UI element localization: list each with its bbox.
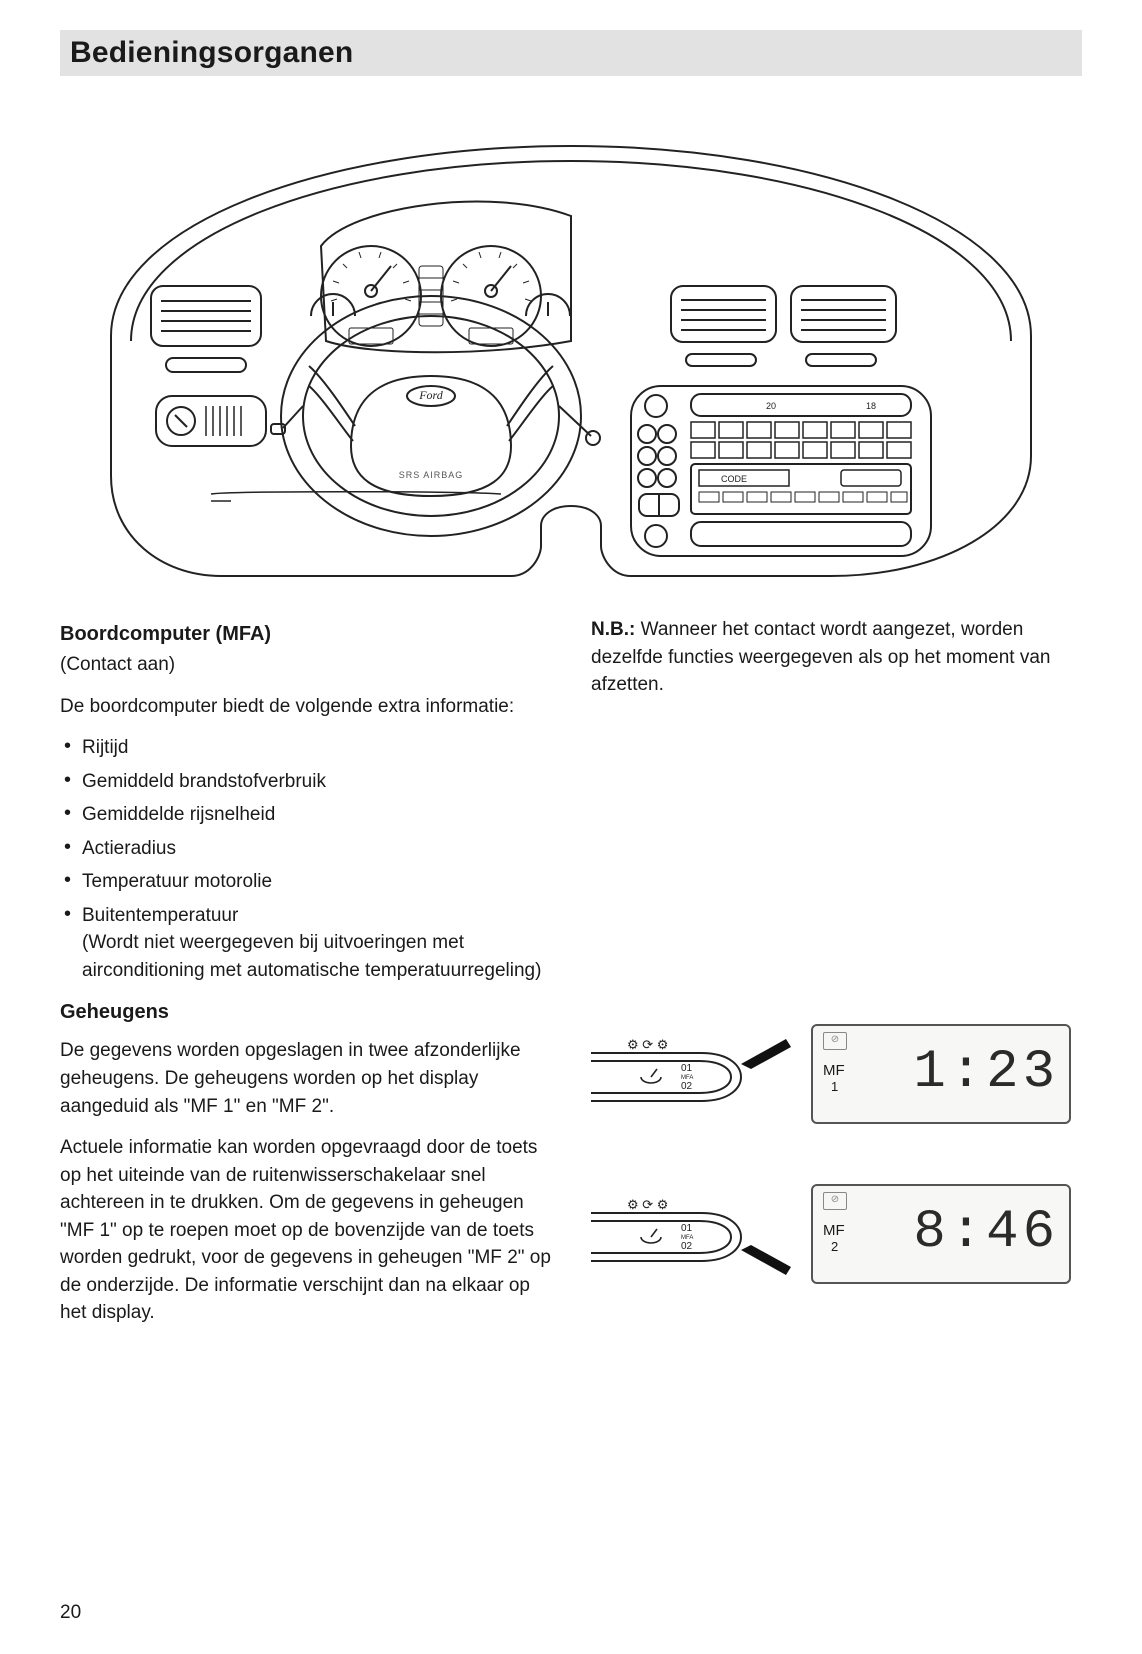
right-column: N.B.: Wanneer het contact wordt aangezet… <box>591 606 1082 1341</box>
lcd-mf-label: MF <box>823 1223 863 1240</box>
figure-mf1: ⚙︎ ⟳ ⚙︎ 01 MFA 02 ⊘ MF 1 <box>591 1019 1082 1129</box>
feature-list: Rijtijd Gemiddeld brandstofverbruik Gemi… <box>60 734 551 984</box>
lcd-clock-icon: ⊘ <box>823 1032 847 1050</box>
lcd-display-mf1: ⊘ MF 1 1:23 <box>811 1024 1071 1124</box>
list-item: Gemiddeld brandstofverbruik <box>60 768 551 796</box>
dashboard-svg: Ford SRS AIRBAG 20 18 CODE <box>71 106 1071 586</box>
left-column: Boordcomputer (MFA) (Contact aan) De boo… <box>60 606 551 1341</box>
svg-text:01: 01 <box>681 1063 693 1074</box>
figure-mf2: ⚙︎ ⟳ ⚙︎ 01 MFA 02 ⊘ MF 2 8:46 <box>591 1179 1082 1289</box>
list-item: Buitentemperatuur (Wordt niet weergegeve… <box>60 902 551 985</box>
radio-code-label: CODE <box>721 474 747 484</box>
list-item: Actieradius <box>60 835 551 863</box>
title-bar: Bedieningsorganen <box>60 30 1082 76</box>
climate-temp-left: 20 <box>766 401 776 411</box>
intro-paragraph: De boordcomputer biedt de volgende extra… <box>60 693 551 721</box>
page-title: Bedieningsorganen <box>70 36 1072 70</box>
airbag-label: SRS AIRBAG <box>399 470 464 480</box>
stalk-icon: ⚙︎ ⟳ ⚙︎ 01 MFA 02 <box>591 1179 791 1289</box>
dashboard-illustration: Ford SRS AIRBAG 20 18 CODE <box>60 96 1082 596</box>
nb-paragraph: N.B.: Wanneer het contact wordt aangezet… <box>591 616 1082 699</box>
list-item: Rijtijd <box>60 734 551 762</box>
lcd-display-mf2: ⊘ MF 2 8:46 <box>811 1184 1071 1284</box>
climate-temp-right: 18 <box>866 401 876 411</box>
nb-text: Wanneer het contact wordt aangezet, word… <box>591 619 1050 695</box>
steering-brand-label: Ford <box>418 388 444 402</box>
lcd-value: 1:23 <box>863 1034 1059 1112</box>
heading-boordcomputer: Boordcomputer (MFA) <box>60 620 551 649</box>
svg-text:01: 01 <box>681 1223 693 1234</box>
list-item: Gemiddelde rijsnelheid <box>60 801 551 829</box>
page-number: 20 <box>60 1602 81 1624</box>
svg-text:⚙︎ ⟳ ⚙︎: ⚙︎ ⟳ ⚙︎ <box>627 1037 668 1052</box>
nb-label: N.B.: <box>591 619 635 640</box>
heading-geheugens: Geheugens <box>60 998 551 1027</box>
svg-text:02: 02 <box>681 1241 693 1252</box>
lcd-value: 8:46 <box>863 1194 1059 1272</box>
list-item-note: (Wordt niet weergegeven bij uitvoeringen… <box>82 929 551 984</box>
lcd-clock-icon: ⊘ <box>823 1192 847 1210</box>
stalk-icon: ⚙︎ ⟳ ⚙︎ 01 MFA 02 <box>591 1019 791 1129</box>
lcd-mf-num: 1 <box>831 1080 863 1094</box>
lcd-mf-label: MF <box>823 1063 863 1080</box>
svg-text:02: 02 <box>681 1081 693 1092</box>
svg-text:⚙︎ ⟳ ⚙︎: ⚙︎ ⟳ ⚙︎ <box>627 1197 668 1212</box>
lcd-mf-num: 2 <box>831 1240 863 1254</box>
para-geheugens-2: Actuele informatie kan worden opgevraagd… <box>60 1134 551 1327</box>
list-item: Temperatuur motorolie <box>60 868 551 896</box>
heading-boordcomputer-sub: (Contact aan) <box>60 651 551 679</box>
para-geheugens-1: De gegevens worden opgeslagen in twee af… <box>60 1037 551 1120</box>
